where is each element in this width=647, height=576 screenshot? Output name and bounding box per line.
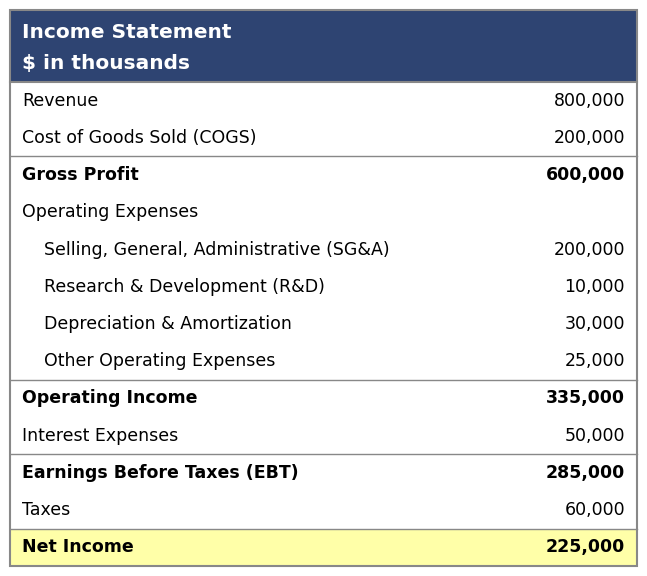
Text: Taxes: Taxes [22,501,71,519]
Bar [10,529,637,566]
Text: Other Operating Expenses: Other Operating Expenses [44,353,276,370]
Text: 50,000: 50,000 [564,427,625,445]
Text: Cost of Goods Sold (COGS): Cost of Goods Sold (COGS) [22,129,256,147]
Text: Research & Development (R&D): Research & Development (R&D) [44,278,325,295]
Text: Selling, General, Administrative (SG&A): Selling, General, Administrative (SG&A) [44,241,389,259]
Text: Earnings Before Taxes (EBT): Earnings Before Taxes (EBT) [22,464,299,482]
Text: Net Income: Net Income [22,539,134,556]
Text: 800,000: 800,000 [553,92,625,109]
Text: Interest Expenses: Interest Expenses [22,427,179,445]
Text: $ in thousands: $ in thousands [22,54,190,73]
Text: 60,000: 60,000 [564,501,625,519]
Text: 600,000: 600,000 [546,166,625,184]
Text: Operating Income: Operating Income [22,389,197,407]
Text: 30,000: 30,000 [564,315,625,333]
Text: 25,000: 25,000 [564,353,625,370]
Text: 200,000: 200,000 [553,241,625,259]
Text: 200,000: 200,000 [553,129,625,147]
Text: 10,000: 10,000 [564,278,625,295]
Text: Revenue: Revenue [22,92,98,109]
Text: Income Statement: Income Statement [22,23,232,42]
Text: Gross Profit: Gross Profit [22,166,138,184]
Text: 225,000: 225,000 [546,539,625,556]
Text: 335,000: 335,000 [546,389,625,407]
Bar [10,10,637,82]
Text: Operating Expenses: Operating Expenses [22,203,198,221]
Text: Depreciation & Amortization: Depreciation & Amortization [44,315,292,333]
Text: 285,000: 285,000 [546,464,625,482]
